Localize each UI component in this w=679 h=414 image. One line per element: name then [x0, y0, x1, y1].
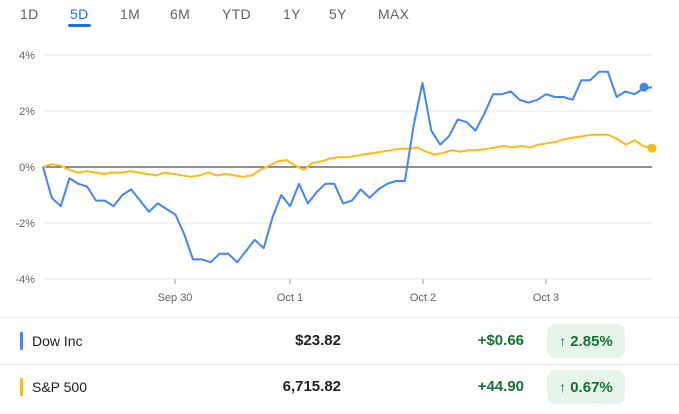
series-line-dow — [42, 70, 653, 264]
x-axis-labels: Sep 30 Oct 1 Oct 2 Oct 3 — [158, 279, 559, 304]
price-chart[interactable]: 4% 2% 0% -2% -4% Sep 30 Oct 1 Oct 2 Oct 3 — [0, 30, 679, 310]
series-price: $23.82 — [295, 332, 341, 349]
y-tick-label: 4% — [19, 50, 35, 62]
tab-max[interactable]: MAX — [378, 6, 410, 22]
y-tick-label: -2% — [15, 218, 35, 230]
percent-change-value: 2.85% — [570, 332, 613, 350]
arrow-up-icon: ↑ — [559, 379, 567, 395]
x-tick-label: Sep 30 — [158, 292, 193, 304]
y-tick-label: -4% — [15, 274, 35, 286]
percent-change-badge: ↑ 2.85% — [547, 324, 625, 358]
series-line-sp500 — [42, 133, 653, 178]
y-tick-label: 0% — [19, 162, 35, 174]
percent-change-value: 0.67% — [570, 378, 613, 396]
series-lines — [42, 70, 657, 264]
timeframe-tabs: 1D 5D 1M 6M YTD 1Y 5Y MAX — [0, 0, 679, 30]
legend-row-dow[interactable]: Dow Inc $23.82 +$0.66 ↑ 2.85% — [0, 316, 679, 368]
percent-change-badge: ↑ 0.67% — [547, 370, 625, 404]
series-price: 6,715.82 — [282, 378, 341, 395]
series-change: +44.90 — [477, 378, 524, 395]
series-change: +$0.66 — [477, 332, 524, 349]
tab-5d[interactable]: 5D — [68, 6, 90, 27]
series-end-dot — [639, 82, 649, 92]
series-name: Dow Inc — [32, 333, 83, 349]
legend-row-sp500[interactable]: S&P 500 6,715.82 +44.90 ↑ 0.67% — [0, 362, 679, 414]
tab-ytd[interactable]: YTD — [222, 6, 251, 22]
tab-1d[interactable]: 1D — [20, 6, 39, 22]
tab-1y[interactable]: 1Y — [283, 6, 301, 22]
chart-grid — [43, 54, 652, 280]
tab-1m[interactable]: 1M — [120, 6, 141, 22]
series-name: S&P 500 — [32, 379, 88, 395]
y-tick-label: 2% — [19, 106, 35, 118]
tab-6m[interactable]: 6M — [170, 6, 191, 22]
divider — [0, 317, 679, 318]
series-end-dot — [647, 143, 657, 153]
y-axis-labels: 4% 2% 0% -2% -4% — [15, 50, 35, 286]
series-swatch — [20, 332, 23, 350]
arrow-up-icon: ↑ — [559, 333, 567, 349]
x-tick-label: Oct 2 — [410, 292, 436, 304]
series-swatch — [20, 378, 23, 396]
x-tick-label: Oct 1 — [277, 292, 303, 304]
divider — [0, 364, 679, 365]
x-tick-label: Oct 3 — [533, 292, 559, 304]
tab-5y[interactable]: 5Y — [329, 6, 347, 22]
